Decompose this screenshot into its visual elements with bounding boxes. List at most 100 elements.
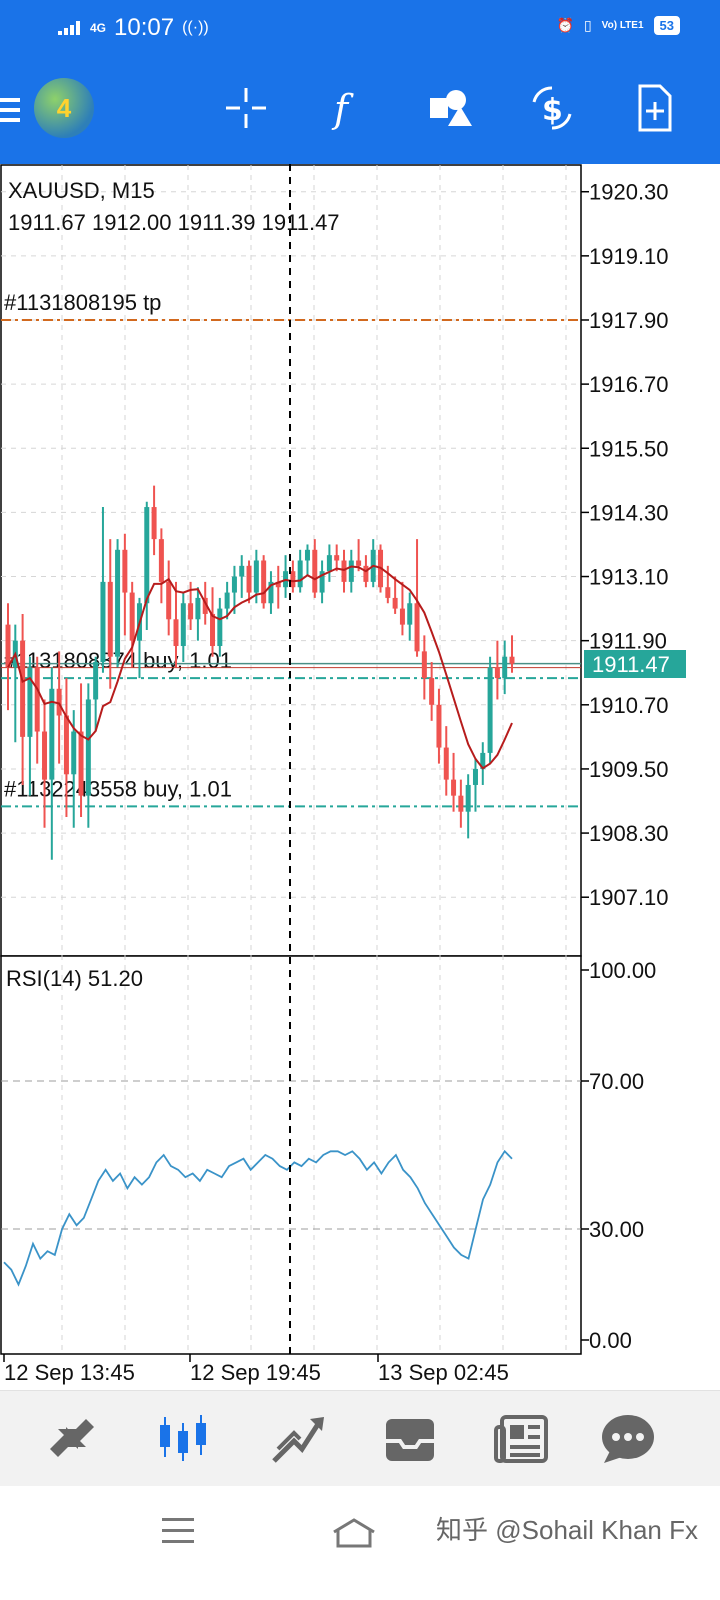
candle xyxy=(341,549,347,593)
price-tick-label: 1907.10 xyxy=(589,885,669,910)
candle xyxy=(334,544,340,572)
rsi-label: RSI(14) 51.20 xyxy=(6,966,143,991)
rsi-tick-label: 100.00 xyxy=(589,958,656,983)
price-tick-label: 1908.30 xyxy=(589,821,669,846)
status-bar: 4G 10:07 ((·)) ⏰ ▯ Vo) LTE1 53 xyxy=(0,0,720,60)
vibrate-icon: ▯ xyxy=(583,17,592,33)
candle xyxy=(195,587,201,641)
candle xyxy=(458,779,464,828)
nav-quotes[interactable] xyxy=(44,1413,100,1465)
recent-apps-button[interactable] xyxy=(160,1516,196,1551)
price-tick-label: 1917.90 xyxy=(589,308,669,333)
price-chart[interactable]: #1131808195 tp#1131808374 buy, 1.01#1132… xyxy=(0,164,720,1390)
new-order-icon xyxy=(638,84,672,132)
order-label: #1132243558 buy, 1.01 xyxy=(4,776,232,801)
candle xyxy=(494,640,500,700)
candle xyxy=(173,581,179,668)
candle xyxy=(429,662,435,721)
candle xyxy=(115,539,121,668)
candle xyxy=(356,539,362,572)
candle xyxy=(93,656,99,732)
crosshair-icon xyxy=(226,88,266,128)
bottom-navigation xyxy=(0,1390,720,1487)
time-tick-label: 13 Sep 02:45 xyxy=(378,1360,509,1385)
rsi-tick-label: 70.00 xyxy=(589,1069,644,1094)
quotes-icon xyxy=(50,1419,94,1457)
candle xyxy=(56,651,62,764)
history-icon xyxy=(386,1419,434,1461)
candle xyxy=(304,544,310,577)
new-order-button[interactable] xyxy=(630,84,678,132)
current-price-box xyxy=(584,650,686,678)
nav-trade[interactable] xyxy=(270,1413,326,1465)
metatrader-logo[interactable]: 4 xyxy=(34,78,94,138)
candle xyxy=(275,565,281,609)
candle xyxy=(239,555,245,598)
moving-average-line xyxy=(7,564,513,770)
candle xyxy=(20,613,26,785)
indicators-button[interactable]: f xyxy=(324,84,372,132)
candle xyxy=(261,555,267,609)
candle xyxy=(465,774,471,839)
clock: 10:07 xyxy=(114,14,175,41)
nav-history[interactable] xyxy=(382,1413,438,1465)
menu-icon[interactable] xyxy=(0,98,20,128)
price-tick-label: 1910.70 xyxy=(589,693,669,718)
candle xyxy=(348,549,354,593)
signal-icon xyxy=(58,21,82,35)
current-price: 1911.47 xyxy=(592,652,670,677)
candle xyxy=(421,635,427,700)
news-icon xyxy=(494,1415,548,1463)
top-toolbar: 4 f $ xyxy=(0,60,720,164)
candle xyxy=(78,683,84,818)
crosshair-button[interactable] xyxy=(222,84,270,132)
svg-text:f: f xyxy=(331,87,354,131)
candle xyxy=(312,539,318,598)
candle xyxy=(5,603,11,711)
price-tick-label: 1911.90 xyxy=(589,629,667,654)
candle xyxy=(480,742,486,785)
svg-text:$: $ xyxy=(542,93,563,128)
home-button[interactable] xyxy=(330,1516,378,1555)
volte-indicator: Vo) LTE1 xyxy=(601,20,644,31)
nav-chart[interactable] xyxy=(156,1413,212,1465)
rsi-tick-label: 30.00 xyxy=(589,1217,644,1242)
candle xyxy=(122,533,128,636)
objects-button[interactable] xyxy=(426,84,474,132)
trade-button[interactable]: $ xyxy=(528,84,576,132)
candle xyxy=(107,539,113,689)
candle xyxy=(290,560,296,593)
candle xyxy=(158,528,164,604)
candle xyxy=(231,565,237,614)
candle xyxy=(392,576,398,614)
currency-exchange-icon: $ xyxy=(532,86,572,130)
symbol-timeframe: XAUUSD, M15 xyxy=(8,178,155,203)
chart-area[interactable]: #1131808195 tp #1131808374 buy, 1.01 #1132… xyxy=(0,164,720,1390)
candle xyxy=(268,571,274,614)
chat-icon xyxy=(602,1415,654,1463)
nav-chat[interactable] xyxy=(600,1413,656,1465)
candle xyxy=(297,549,303,593)
candle xyxy=(71,710,77,828)
candle xyxy=(502,640,508,695)
candle xyxy=(151,485,157,556)
price-tick-label: 1914.30 xyxy=(589,500,669,525)
price-tick-label: 1916.70 xyxy=(589,372,669,397)
home-icon xyxy=(333,1518,375,1548)
function-icon: f xyxy=(331,87,354,131)
candle xyxy=(246,560,252,604)
candle xyxy=(63,678,69,818)
battery-indicator: 53 xyxy=(653,16,680,35)
system-navigation: 知乎 @Sohail Khan Fx xyxy=(0,1486,720,1600)
candle xyxy=(129,581,135,668)
status-left: 4G 10:07 ((·)) xyxy=(58,14,209,42)
price-tick-label: 1920.30 xyxy=(589,180,669,205)
price-tick-label: 1919.10 xyxy=(589,244,669,269)
candle xyxy=(34,656,40,764)
alarm-icon: ⏰ xyxy=(556,17,574,33)
candle xyxy=(42,699,48,828)
candle xyxy=(100,507,106,673)
candle xyxy=(487,656,493,764)
nav-news[interactable] xyxy=(494,1413,550,1465)
candle xyxy=(436,688,442,764)
